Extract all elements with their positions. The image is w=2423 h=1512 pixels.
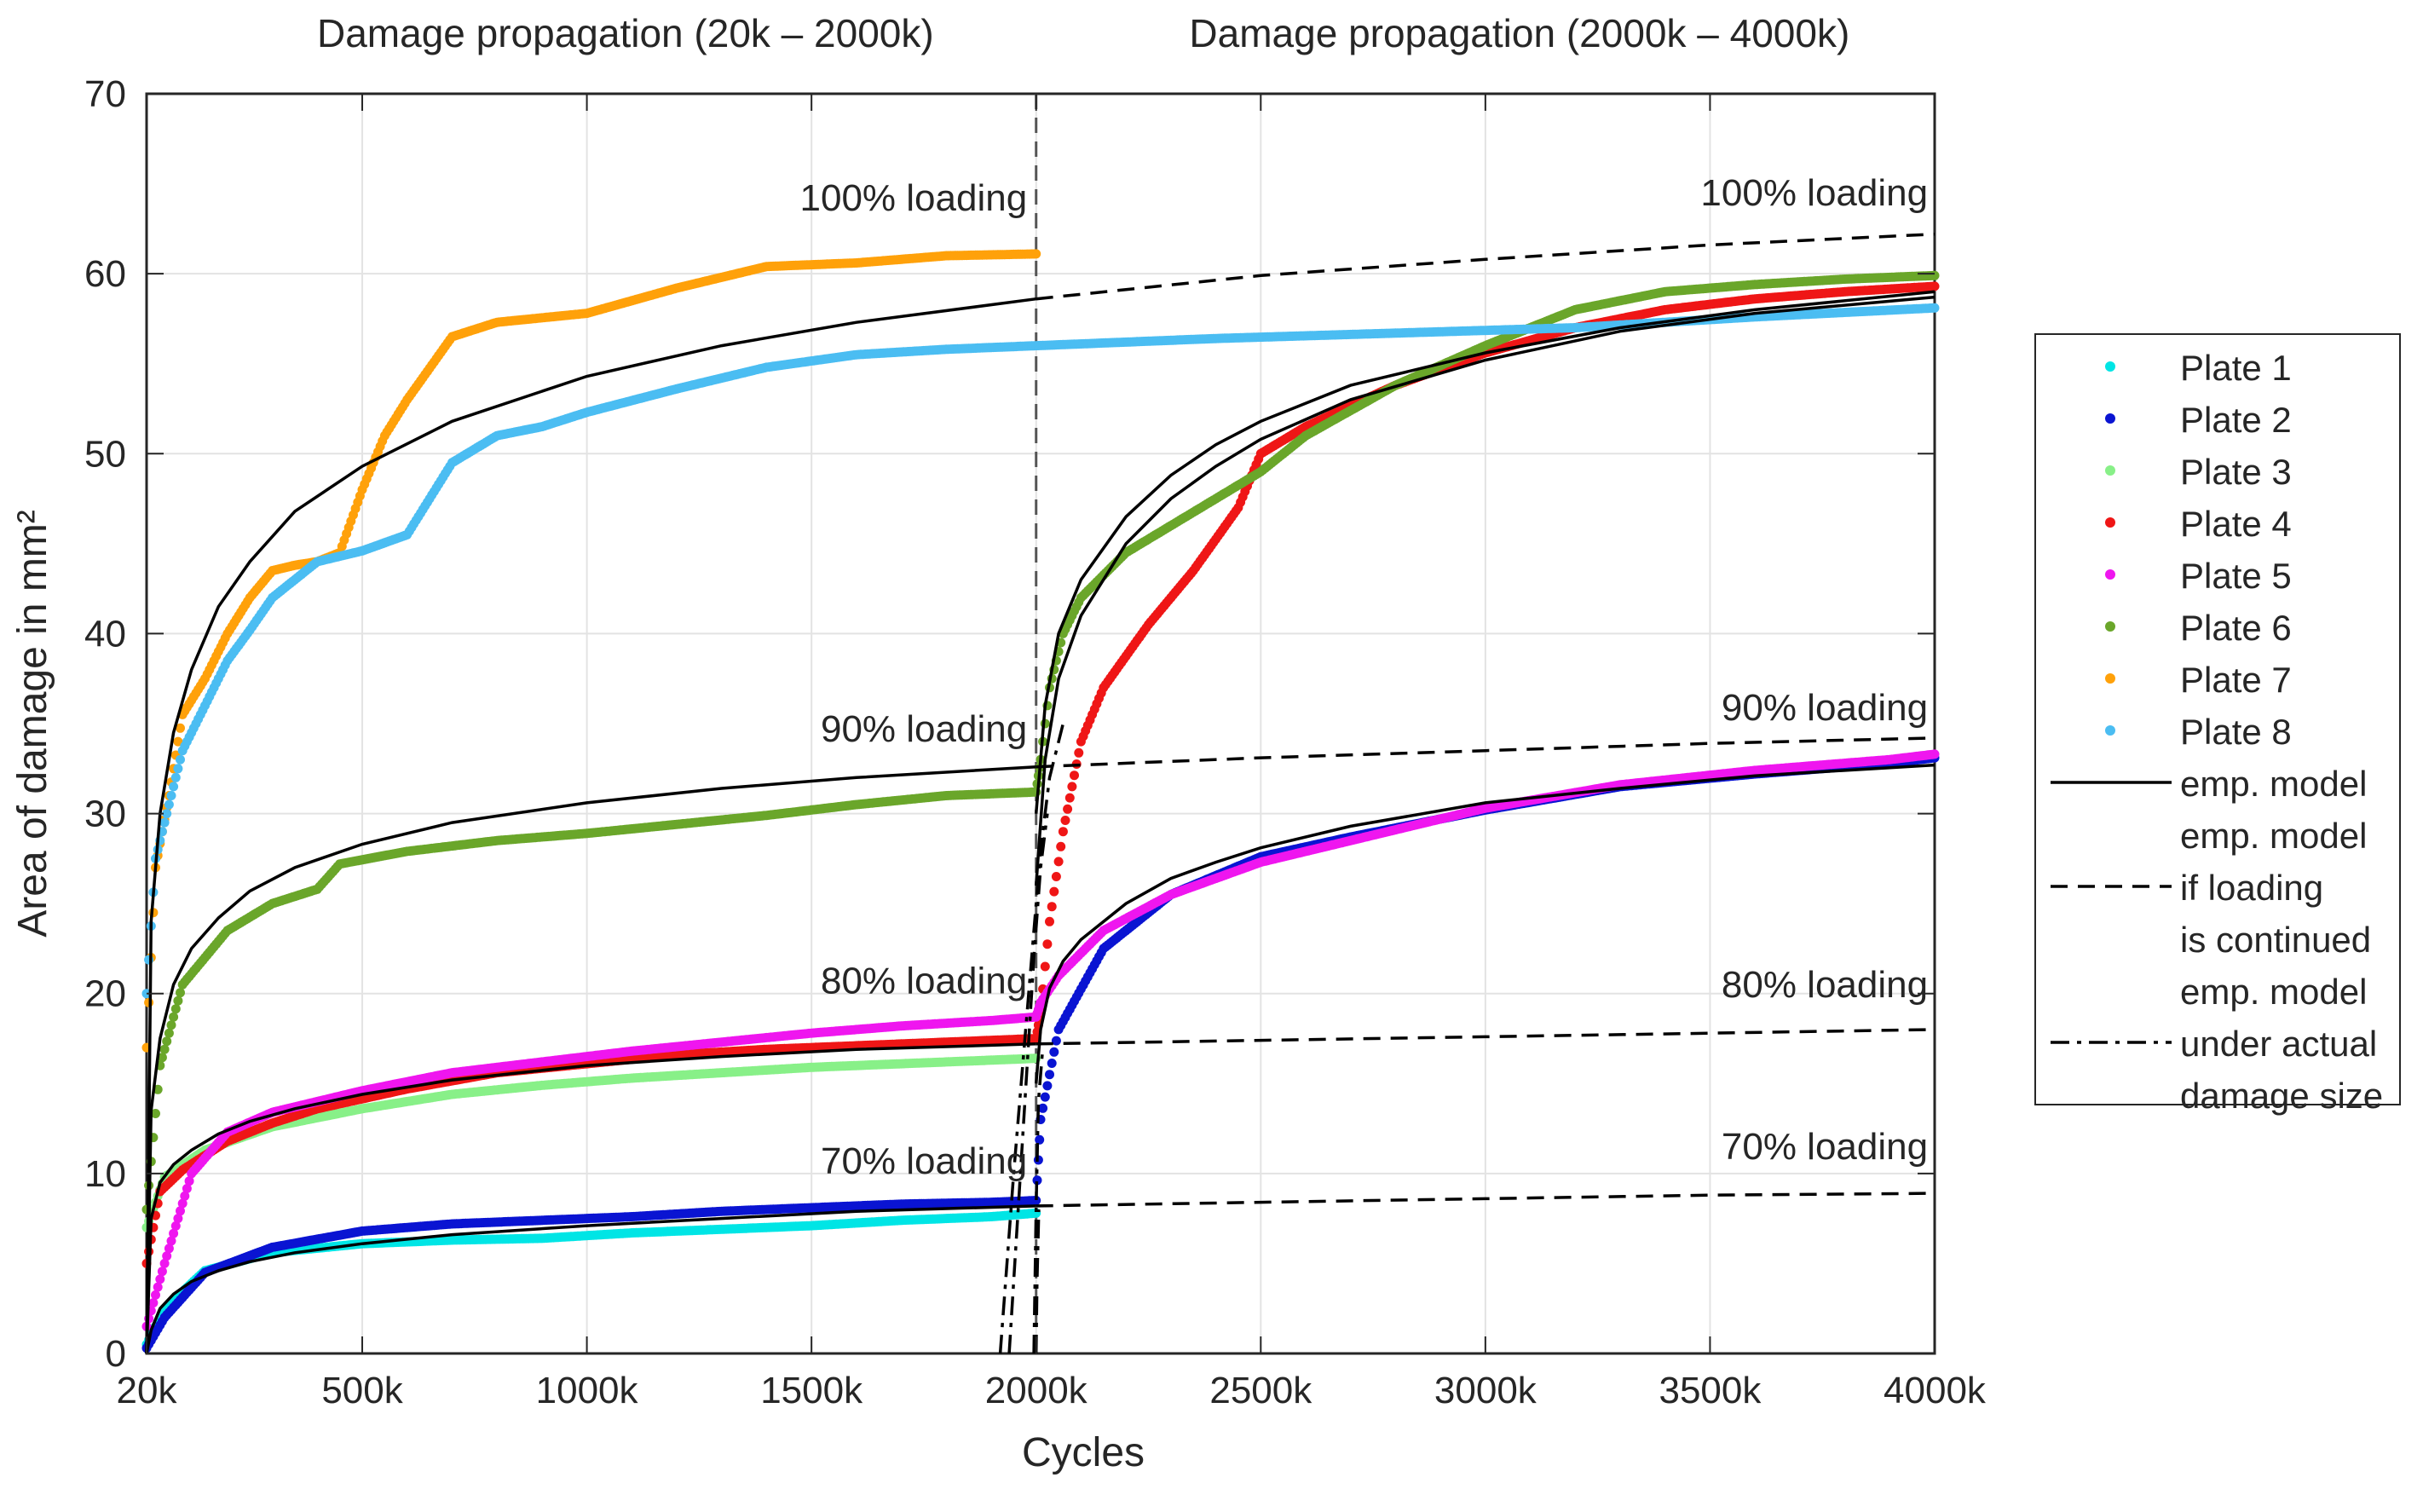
data-point [176,723,185,733]
data-point [1047,1059,1057,1068]
series-plate-4 [141,281,1940,1268]
series-plate-1 [141,1208,1041,1349]
data-point [1049,886,1059,897]
series-plate-7 [141,249,1041,1053]
data-point [166,1236,176,1246]
data-point [173,736,183,747]
data-point [1058,827,1068,837]
data-point [1040,1092,1050,1102]
data-point [182,1184,192,1193]
data-point [162,809,172,819]
data-point [1049,1047,1059,1057]
data-point [159,1258,170,1268]
data-point [169,1228,179,1238]
data-point [151,1290,160,1300]
data-point [1038,1103,1048,1113]
data-point [159,1044,170,1054]
plot-area [145,92,1936,1355]
data-point [169,782,179,792]
data-point [176,754,185,765]
data-point [166,1020,176,1030]
data-point [1042,1081,1053,1091]
data-point [157,1053,167,1063]
data-point [1032,1175,1042,1186]
data-point [1031,1196,1041,1205]
data-point [1045,916,1054,926]
data-point [176,1206,185,1216]
data-point [162,1251,172,1261]
data-point [1064,793,1075,803]
data-point [1040,961,1050,972]
data-point [155,1274,165,1284]
data-point [1031,249,1041,259]
data-point [1051,872,1061,881]
data-series [141,232,1940,1354]
data-point [177,1198,187,1209]
data-point [151,1109,160,1118]
data-point [1930,270,1940,280]
data-point [1045,1070,1054,1080]
data-point [170,1221,181,1231]
data-point [1053,857,1064,867]
data-point [159,817,170,828]
data-point [153,1282,163,1292]
data-point [1074,747,1084,758]
series-plate-8 [141,303,1940,999]
data-point [1035,1134,1045,1145]
data-point [162,1036,172,1047]
data-point [166,791,176,800]
data-point [157,1267,167,1277]
data-point [184,1176,194,1186]
data-point [1042,939,1053,949]
data-point [1051,1036,1061,1046]
data-point [164,1028,174,1038]
data-point [173,764,183,774]
data-point [1056,841,1066,851]
data-point [1930,749,1940,759]
data-point [1067,782,1077,792]
data-point [176,988,185,998]
data-point [164,1244,174,1254]
data-point [148,1298,159,1308]
data-point [169,1012,179,1022]
data-point [173,995,183,1006]
data-point [170,1004,181,1014]
data-point [173,1214,183,1224]
data-point [1063,804,1073,814]
data-point [1070,770,1079,781]
data-point [1047,902,1057,912]
data-point [164,799,174,810]
data-point [1060,816,1070,825]
data-point [170,772,181,782]
data-point [1930,281,1940,291]
data-point [180,1191,190,1201]
